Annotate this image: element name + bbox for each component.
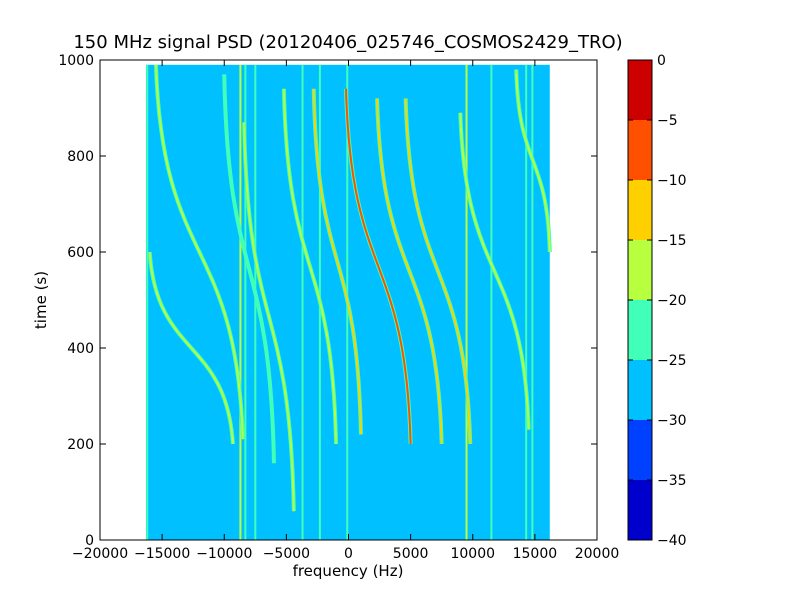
- y-tick-label: 200: [67, 437, 94, 453]
- spectrogram-heatmap: [145, 64, 552, 540]
- colorbar-tick-label: −15: [657, 233, 687, 249]
- colorbar-segment: [628, 360, 652, 420]
- doppler-trace: [312, 88, 362, 435]
- colorbar-segment: [628, 420, 652, 480]
- y-axis: 0 200 400 600 800 1000: [58, 53, 597, 549]
- x-tick-label: 0: [344, 546, 353, 562]
- colorbar-segment: [628, 60, 652, 120]
- colorbar-tick-label: −25: [657, 353, 687, 369]
- colorbar-tick-label: −40: [657, 533, 687, 549]
- colorbar-tick-label: 0: [657, 53, 666, 69]
- chart-title: 150 MHz signal PSD (20120406_025746_COSM…: [73, 32, 622, 53]
- y-tick-label: 1000: [58, 53, 94, 69]
- doppler-trace: [459, 112, 530, 430]
- y-tick-label: 800: [67, 149, 94, 165]
- colorbar-tick-label: −10: [657, 173, 687, 189]
- colorbar-segment: [628, 300, 652, 360]
- doppler-trace: [148, 251, 234, 445]
- doppler-trace: [345, 88, 412, 445]
- x-tick-label: 10000: [450, 546, 495, 562]
- x-tick-label: −15000: [134, 546, 190, 562]
- x-tick-label: 15000: [513, 546, 558, 562]
- colorbar-tick-label: −35: [657, 473, 687, 489]
- doppler-trace: [282, 88, 338, 445]
- colorbar-segment: [628, 480, 652, 540]
- colorbar-segment: [628, 180, 652, 240]
- colorbar-segment: [628, 240, 652, 300]
- colorbar: −40 −35 −30 −25 −20 −15 −10 −5 0: [627, 53, 687, 549]
- doppler-trace: [154, 64, 244, 440]
- y-tick-label: 400: [67, 341, 94, 357]
- x-tick-label: 5000: [393, 546, 429, 562]
- doppler-trace: [243, 122, 295, 512]
- colorbar-tick-label: −5: [657, 113, 678, 129]
- doppler-trace: [404, 98, 472, 445]
- x-tick-label: −20000: [72, 546, 128, 562]
- doppler-trace: [376, 98, 443, 445]
- y-tick-label: 600: [67, 245, 94, 261]
- colorbar-tick-label: −30: [657, 413, 687, 429]
- x-axis-label: frequency (Hz): [293, 562, 404, 580]
- doppler-trace: [223, 74, 275, 464]
- y-tick-label: 0: [85, 533, 94, 549]
- x-axis: −20000 −15000 −10000 −5000 0 5000 10000 15000 20…: [72, 60, 619, 562]
- colorbar-segment: [628, 120, 652, 180]
- x-tick-label: −10000: [196, 546, 252, 562]
- x-tick-label: −5000: [263, 546, 310, 562]
- doppler-trace: [515, 69, 551, 253]
- y-axis-label: time (s): [32, 271, 50, 329]
- x-tick-label: 20000: [575, 546, 620, 562]
- colorbar-tick-label: −20: [657, 293, 687, 309]
